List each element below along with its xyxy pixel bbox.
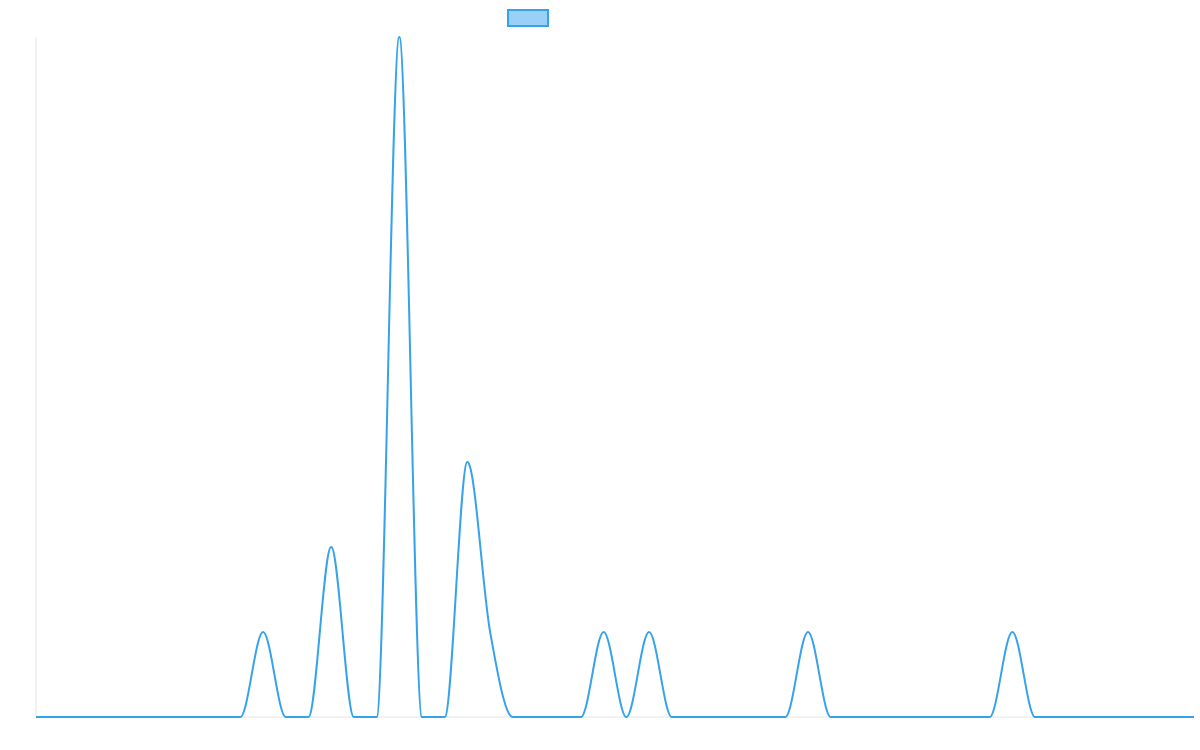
data-point[interactable] — [441, 713, 449, 721]
data-point[interactable] — [1076, 713, 1084, 721]
data-point[interactable] — [577, 713, 585, 721]
data-point[interactable] — [532, 713, 540, 721]
legend-swatch[interactable] — [507, 9, 549, 27]
data-point[interactable] — [827, 713, 835, 721]
data-point[interactable] — [32, 713, 40, 721]
data-point[interactable] — [259, 628, 267, 636]
data-point[interactable] — [759, 713, 767, 721]
data-point[interactable] — [736, 713, 744, 721]
data-point[interactable] — [849, 713, 857, 721]
data-point[interactable] — [282, 713, 290, 721]
data-point[interactable] — [1054, 713, 1062, 721]
data-point[interactable] — [622, 713, 630, 721]
data-point[interactable] — [554, 713, 562, 721]
data-point[interactable] — [304, 713, 312, 721]
data-point[interactable] — [1031, 713, 1039, 721]
data-point[interactable] — [214, 713, 222, 721]
data-point[interactable] — [168, 713, 176, 721]
data-point[interactable] — [1190, 713, 1198, 721]
data-point[interactable] — [191, 713, 199, 721]
data-point[interactable] — [123, 713, 131, 721]
data-point[interactable] — [55, 713, 63, 721]
data-point[interactable] — [486, 628, 494, 636]
data-point[interactable] — [690, 713, 698, 721]
data-point[interactable] — [668, 713, 676, 721]
data-point[interactable] — [327, 543, 335, 551]
data-point[interactable] — [373, 713, 381, 721]
data-point[interactable] — [236, 713, 244, 721]
data-point[interactable] — [146, 713, 154, 721]
data-point[interactable] — [77, 713, 85, 721]
data-point[interactable] — [600, 628, 608, 636]
data-point[interactable] — [645, 628, 653, 636]
data-point[interactable] — [918, 713, 926, 721]
data-point[interactable] — [713, 713, 721, 721]
data-point[interactable] — [986, 713, 994, 721]
data-point[interactable] — [872, 713, 880, 721]
data-point[interactable] — [100, 713, 108, 721]
data-point[interactable] — [1145, 713, 1153, 721]
data-point[interactable] — [1099, 713, 1107, 721]
axes — [35, 37, 1194, 718]
data-point[interactable] — [963, 713, 971, 721]
data-point[interactable] — [1167, 713, 1175, 721]
legend — [507, 9, 549, 27]
data-point[interactable] — [418, 713, 426, 721]
data-point[interactable] — [940, 713, 948, 721]
series-line — [35, 36, 1194, 719]
data-point[interactable] — [463, 458, 471, 466]
data-point[interactable] — [895, 713, 903, 721]
data-point[interactable] — [350, 713, 358, 721]
data-point[interactable] — [1008, 628, 1016, 636]
data-point[interactable] — [781, 713, 789, 721]
data-point[interactable] — [395, 33, 403, 41]
data-point[interactable] — [509, 713, 517, 721]
data-point[interactable] — [804, 628, 812, 636]
series-layer — [32, 33, 1198, 721]
data-point[interactable] — [1122, 713, 1130, 721]
